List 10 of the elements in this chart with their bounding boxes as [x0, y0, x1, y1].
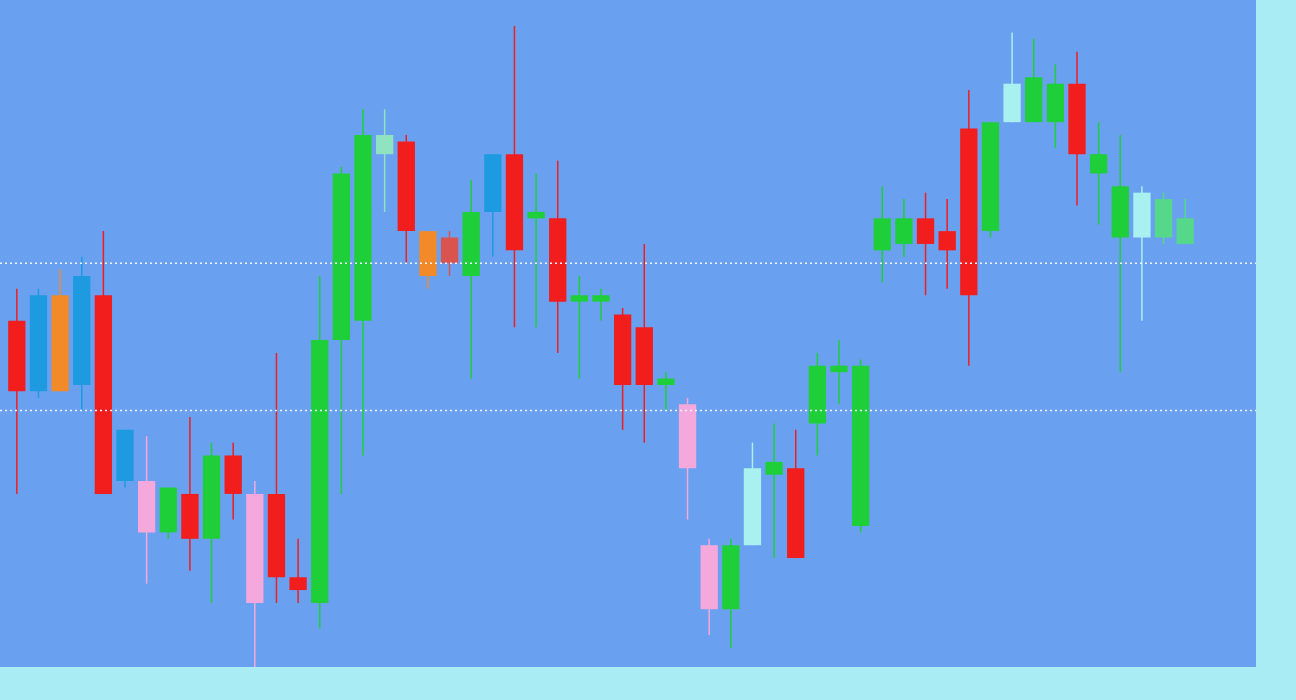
candlestick [765, 422, 783, 559]
candlestick [1089, 121, 1108, 226]
candlestick [570, 275, 589, 380]
candlestick [830, 339, 848, 405]
candlestick [592, 288, 610, 322]
candlestick [657, 371, 675, 412]
candlestick [938, 198, 956, 290]
candlestick [375, 108, 394, 213]
candlestick [289, 538, 307, 604]
candlestick [527, 172, 545, 329]
